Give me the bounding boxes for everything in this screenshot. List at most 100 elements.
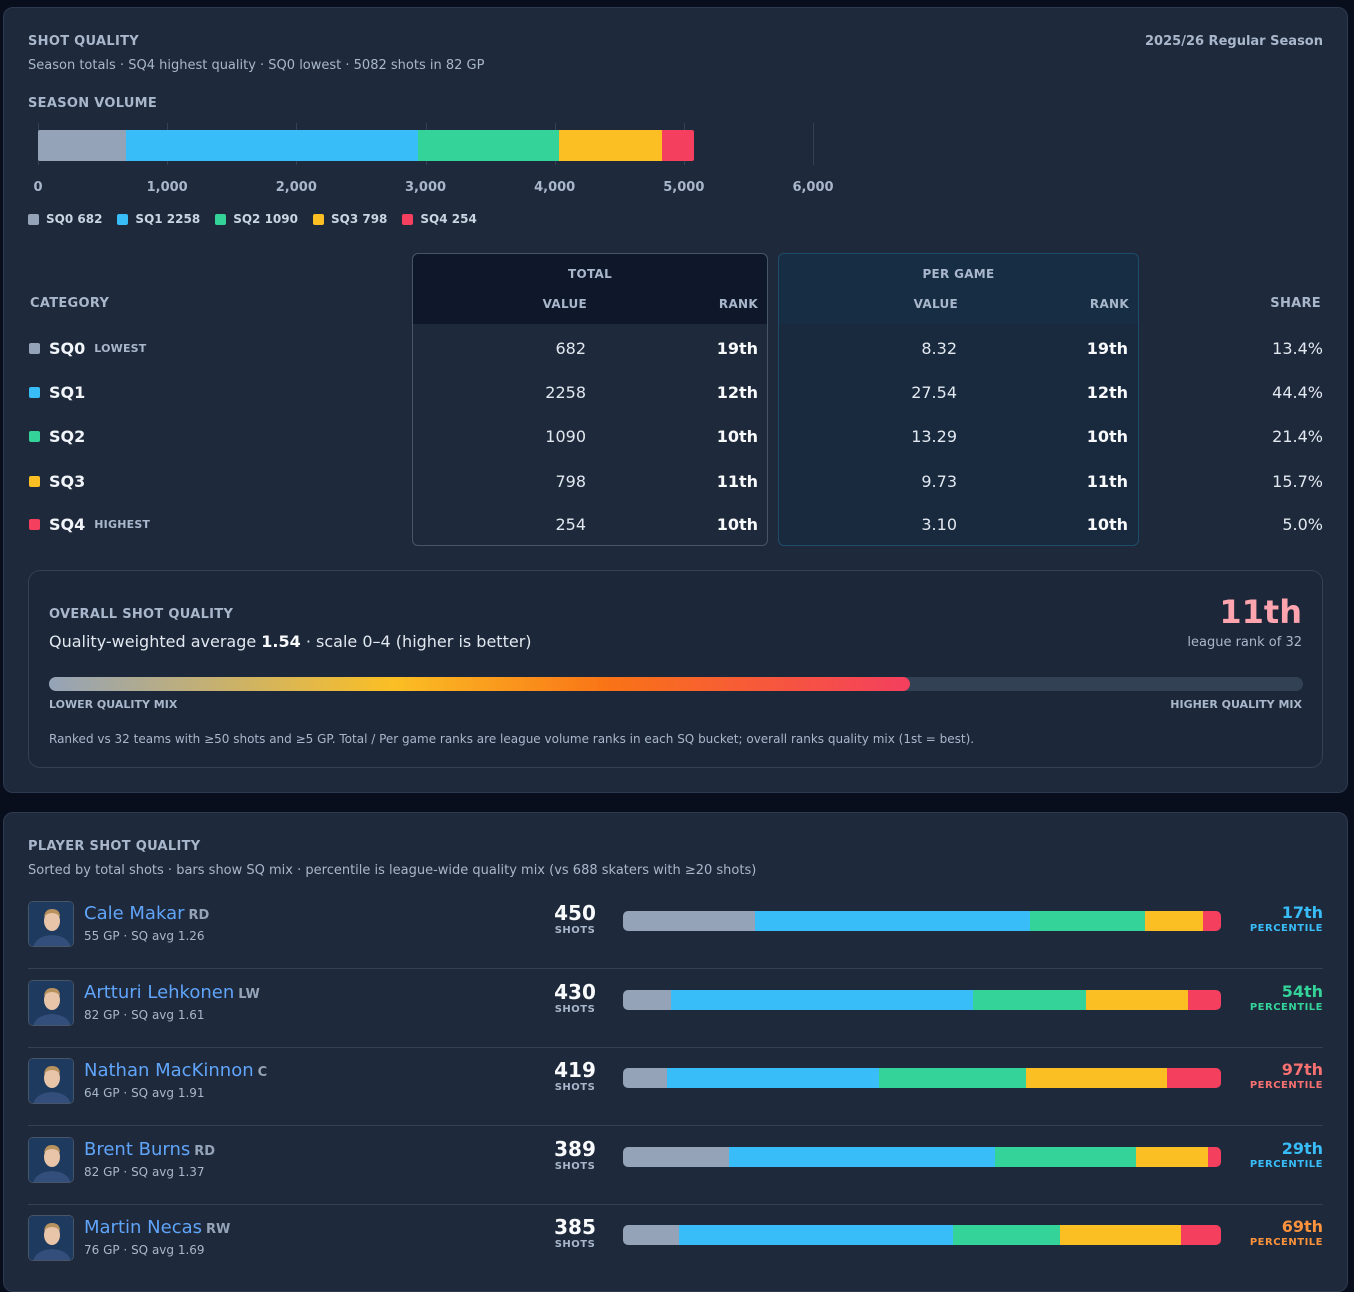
category-cell: SQ4 HIGHEST xyxy=(29,502,150,546)
category-cell: SQ2 xyxy=(29,414,94,458)
section-subtitle: Season totals · SQ4 highest quality · SQ… xyxy=(28,58,485,73)
player-sq-mix-bar xyxy=(623,1225,1221,1245)
mix-segment-sq3 xyxy=(1026,1068,1167,1088)
mix-segment-sq0 xyxy=(623,911,756,931)
player-row: Brent Burns RD 82 GP · SQ avg 1.37 389 SH… xyxy=(28,1127,1323,1205)
category-row-sq4: SQ4 HIGHEST 254 10th 3.10 10th 5.0% xyxy=(4,502,1349,546)
per-game-rank: 10th xyxy=(1086,514,1128,534)
player-name-link[interactable]: Artturi Lehkonen LW xyxy=(84,981,260,1003)
category-name: SQ0 xyxy=(49,338,86,358)
category-row-sq1: SQ1 2258 12th 27.54 12th 44.4% xyxy=(4,370,1349,414)
player-name-link[interactable]: Martin Necas RW xyxy=(84,1217,231,1238)
player-row: Cale Makar RD 55 GP · SQ avg 1.26 450 SHO… xyxy=(28,891,1323,969)
volume-bar-sq3[interactable] xyxy=(558,130,662,161)
player-shots: 430 SHOTS xyxy=(540,980,610,1015)
player-position: LW xyxy=(238,986,260,1002)
volume-bar-sq0[interactable] xyxy=(38,130,127,161)
mix-segment-sq3 xyxy=(1145,911,1204,931)
overall-desc-suffix: · scale 0–4 (higher is better) xyxy=(305,632,532,651)
per-game-value: 13.29 xyxy=(911,426,957,446)
player-row: Artturi Lehkonen LW 82 GP · SQ avg 1.61 4… xyxy=(28,970,1323,1048)
player-headshot-icon xyxy=(28,1058,74,1104)
section-title: SHOT QUALITY xyxy=(28,34,139,49)
player-position: RD xyxy=(194,1143,216,1159)
player-name-link[interactable]: Brent Burns RD xyxy=(84,1138,216,1160)
total-rank: 19th xyxy=(716,338,758,358)
per-game-header-bg xyxy=(779,254,1138,324)
volume-bar-sq2[interactable] xyxy=(417,130,559,161)
percentile-value: 29th xyxy=(1281,1138,1323,1158)
volume-bar-sq4[interactable] xyxy=(661,130,695,161)
percentile-label: PERCENTILE xyxy=(1249,1080,1323,1091)
mix-segment-sq1 xyxy=(666,1068,879,1088)
x-tick-label: 5,000 xyxy=(663,180,705,195)
percentile-value: 17th xyxy=(1281,903,1323,922)
category-name: SQ3 xyxy=(49,471,86,491)
per-game-value: 8.32 xyxy=(921,338,957,358)
mix-segment-sq1 xyxy=(679,1225,954,1245)
legend-label: SQ1 2258 xyxy=(135,212,201,226)
mix-segment-sq4 xyxy=(1166,1068,1221,1088)
player-sq-mix-bar xyxy=(623,1146,1221,1167)
player-position: RW xyxy=(206,1222,231,1237)
players-title: PLAYER SHOT QUALITY xyxy=(28,839,201,854)
legend-swatch xyxy=(215,213,227,225)
player-headshot-icon xyxy=(28,1215,74,1261)
percentile-label: PERCENTILE xyxy=(1249,1237,1323,1248)
shots-count: 430 xyxy=(554,979,596,1004)
legend-item-sq0: SQ0 682 xyxy=(28,212,102,226)
category-swatch xyxy=(29,342,40,354)
season-label: 2025/26 Regular Season xyxy=(1145,34,1323,49)
player-name-link[interactable]: Cale Makar RD xyxy=(84,903,210,924)
per-game-value: 3.10 xyxy=(921,514,957,534)
player-headshot-icon xyxy=(28,1136,74,1183)
overall-footnote: Ranked vs 32 teams with ≥50 shots and ≥5… xyxy=(49,732,975,746)
shots-label: SHOTS xyxy=(554,1239,596,1250)
percentile-value: 69th xyxy=(1281,1217,1323,1236)
mix-segment-sq0 xyxy=(623,989,671,1010)
player-shots: 419 SHOTS xyxy=(540,1058,610,1093)
mix-segment-sq3 xyxy=(1085,989,1189,1010)
volume-bar-sq1[interactable] xyxy=(126,130,418,161)
lower-mix-label: LOWER QUALITY MIX xyxy=(49,698,178,711)
category-name: SQ1 xyxy=(49,382,86,402)
player-sq-mix-bar xyxy=(623,911,1221,931)
share-header: SHARE xyxy=(1270,296,1321,311)
percentile-label: PERCENTILE xyxy=(1249,923,1323,934)
category-name: SQ4 xyxy=(49,514,86,534)
mix-segment-sq4 xyxy=(1188,989,1221,1010)
legend-item-sq4: SQ4 254 xyxy=(402,212,477,226)
category-swatch xyxy=(29,430,40,442)
share-value: 5.0% xyxy=(1282,514,1323,534)
player-percentile: 97th PERCENTILE xyxy=(1250,1060,1323,1091)
player-percentile: 17th PERCENTILE xyxy=(1250,903,1323,934)
legend-label: SQ4 254 xyxy=(420,212,477,226)
share-value: 13.4% xyxy=(1272,338,1323,358)
player-meta: 82 GP · SQ avg 1.37 xyxy=(84,1164,205,1179)
x-tick-label: 3,000 xyxy=(404,180,447,195)
category-swatch xyxy=(29,518,40,530)
legend-item-sq2: SQ2 1090 xyxy=(215,212,298,226)
percentile-value: 54th xyxy=(1281,981,1323,1001)
total-rank: 11th xyxy=(716,471,758,491)
total-rank: 12th xyxy=(716,382,758,402)
category-header: CATEGORY xyxy=(30,296,110,311)
player-sq-mix-bar xyxy=(623,989,1221,1010)
volume-legend: SQ0 682 SQ1 2258 SQ2 1090 SQ3 798 SQ4 254 xyxy=(28,212,477,226)
per-game-value: 9.73 xyxy=(921,471,957,491)
total-header: TOTAL xyxy=(567,267,613,281)
shots-label: SHOTS xyxy=(554,1003,596,1015)
player-name-link[interactable]: Nathan MacKinnon C xyxy=(84,1060,268,1081)
player-position: C xyxy=(257,1065,268,1080)
overall-shot-quality-panel: OVERALL SHOT QUALITY Quality-weighted av… xyxy=(28,570,1323,768)
legend-label: SQ3 798 xyxy=(330,212,388,226)
legend-item-sq3: SQ3 798 xyxy=(312,212,388,226)
player-headshot-icon xyxy=(28,979,74,1026)
per-game-rank: 12th xyxy=(1086,382,1128,402)
category-swatch xyxy=(29,475,40,487)
total-value: 682 xyxy=(555,338,586,358)
category-swatch xyxy=(29,386,40,398)
overall-avg-value: 1.54 xyxy=(261,632,301,651)
player-percentile: 54th PERCENTILE xyxy=(1250,982,1323,1013)
mix-segment-sq4 xyxy=(1207,1146,1221,1167)
